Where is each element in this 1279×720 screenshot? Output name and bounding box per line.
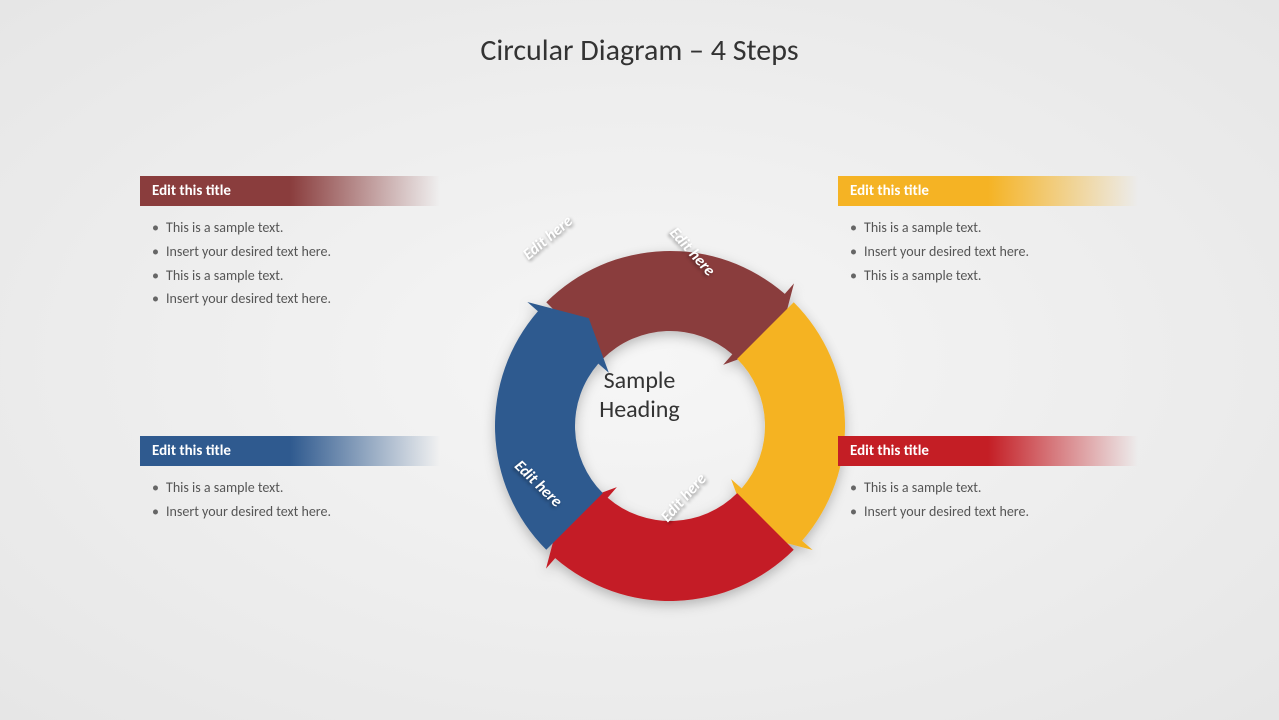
- page-title: Circular Diagram – 4 Steps: [0, 32, 1279, 69]
- info-title-2: Edit this title: [838, 436, 1138, 466]
- info-box-0: Edit this title This is a sample text.In…: [140, 176, 440, 311]
- info-list-1: This is a sample text.Insert your desire…: [838, 206, 1138, 287]
- info-box-3: Edit this title This is a sample text.In…: [140, 436, 440, 524]
- center-line2: Heading: [599, 395, 679, 424]
- info-title-0: Edit this title: [140, 176, 440, 206]
- info-list-2: This is a sample text.Insert your desire…: [838, 466, 1138, 524]
- list-item: Insert your desired text here.: [152, 240, 440, 264]
- center-heading: Sample Heading: [599, 367, 679, 425]
- info-box-1: Edit this title This is a sample text.In…: [838, 176, 1138, 287]
- info-list-3: This is a sample text.Insert your desire…: [140, 466, 440, 524]
- info-box-2: Edit this title This is a sample text.In…: [838, 436, 1138, 524]
- list-item: This is a sample text.: [850, 216, 1138, 240]
- info-title-1: Edit this title: [838, 176, 1138, 206]
- list-item: This is a sample text.: [152, 216, 440, 240]
- list-item: Insert your desired text here.: [152, 500, 440, 524]
- list-item: This is a sample text.: [850, 264, 1138, 288]
- list-item: This is a sample text.: [850, 476, 1138, 500]
- list-item: This is a sample text.: [152, 264, 440, 288]
- info-list-0: This is a sample text.Insert your desire…: [140, 206, 440, 311]
- center-line1: Sample: [604, 366, 676, 395]
- list-item: Insert your desired text here.: [850, 500, 1138, 524]
- list-item: This is a sample text.: [152, 476, 440, 500]
- ring-svg: [460, 216, 880, 636]
- circular-diagram: Sample Heading: [460, 216, 820, 576]
- info-title-3: Edit this title: [140, 436, 440, 466]
- list-item: Insert your desired text here.: [152, 287, 440, 311]
- list-item: Insert your desired text here.: [850, 240, 1138, 264]
